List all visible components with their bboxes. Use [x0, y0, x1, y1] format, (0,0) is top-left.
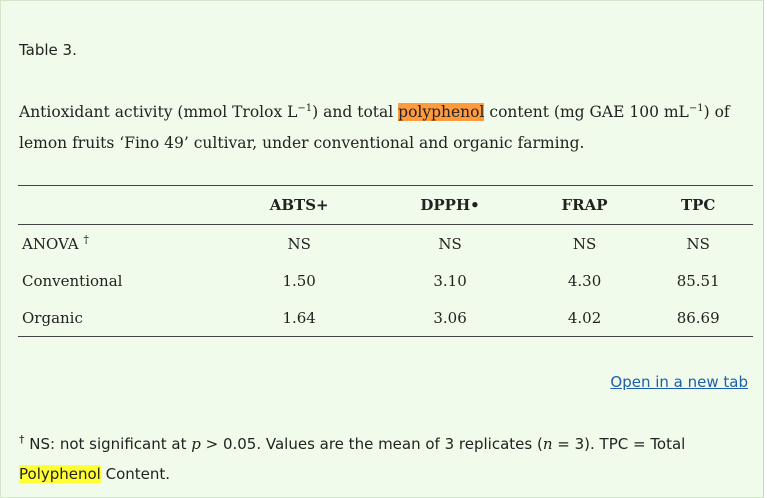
table-cell: NS — [438, 234, 462, 253]
dagger-mark: † — [83, 232, 89, 246]
caption-text-4: ) of lemon fruits ‘Fino 49’ cultivar, un… — [19, 103, 730, 152]
table-row: Conventional 1.50 3.10 4.30 85.51 — [18, 262, 753, 299]
table-cell: 3.10 — [433, 271, 467, 290]
caption-text-2: ) and total — [312, 103, 399, 121]
table-cell: 4.30 — [567, 271, 602, 290]
footnote-text-1: NS: not significant at — [24, 435, 192, 453]
row-label-conventional: Conventional — [22, 271, 123, 290]
caption-highlight: polyphenol — [398, 103, 485, 121]
table-caption: Antioxidant activity (mmol Trolox L−1) a… — [19, 97, 749, 159]
table-cell: NS — [686, 234, 710, 253]
table-cell: NS — [287, 234, 311, 253]
table-cell: 85.51 — [676, 271, 720, 290]
table-cell: 1.50 — [282, 271, 316, 290]
table-cell: 1.64 — [282, 308, 316, 327]
footnote-text-3: = 3). TPC = Total — [552, 435, 686, 453]
table-cell: NS — [572, 234, 597, 253]
data-table: ABTS+ DPPH• FRAP TPC ANOVA † NS NS NS NS… — [18, 185, 753, 337]
column-header-abts: ABTS+ — [269, 196, 329, 214]
caption-text-3: content (mg GAE 100 mL — [484, 103, 689, 121]
footnote-text-2: > 0.05. Values are the mean of 3 replica… — [200, 435, 543, 453]
table-row: Organic 1.64 3.06 4.02 86.69 — [18, 299, 753, 337]
footnote-highlight: Polyphenol — [19, 465, 101, 483]
table-footnote: † NS: not significant at p > 0.05. Value… — [19, 429, 759, 489]
column-header-blank — [18, 186, 224, 225]
footnote-n: n — [542, 435, 553, 453]
caption-text-1: Antioxidant activity (mmol Trolox L — [19, 103, 298, 121]
row-label-anova: ANOVA † — [18, 225, 224, 263]
footnote-dagger: † — [19, 433, 25, 446]
header-row: ABTS+ DPPH• FRAP TPC — [18, 185, 753, 225]
table-cell: 4.02 — [567, 308, 602, 327]
open-in-new-tab-link[interactable]: Open in a new tab — [610, 373, 748, 391]
footnote-text-4: Content. — [100, 465, 171, 483]
footnote-p: p — [191, 435, 201, 453]
table-cell: 86.69 — [676, 308, 720, 327]
column-header-frap: FRAP — [561, 196, 608, 214]
row-label-organic: Organic — [22, 308, 83, 327]
caption-sup-2: −1 — [688, 102, 704, 114]
table-row: ANOVA † NS NS NS NS — [18, 225, 753, 263]
caption-sup-1: −1 — [297, 102, 313, 114]
table-label: Table 3. — [19, 41, 77, 59]
row-label-text: ANOVA — [22, 234, 79, 253]
column-header-tpc: TPC — [680, 196, 716, 214]
column-header-dpph: DPPH• — [420, 196, 480, 214]
table-cell: 3.06 — [433, 308, 467, 327]
